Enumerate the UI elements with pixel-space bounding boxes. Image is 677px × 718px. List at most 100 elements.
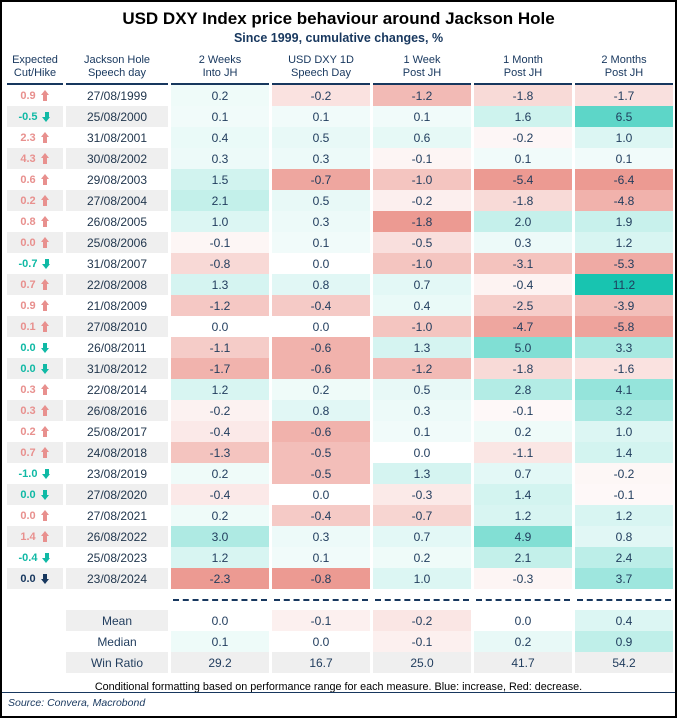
speech-date-cell: 31/08/2012 xyxy=(66,358,168,379)
expected-cut-hike-cell: 0.3 xyxy=(7,379,63,400)
dashed-separator xyxy=(171,589,269,610)
speech-date-cell: 23/08/2024 xyxy=(66,568,168,589)
value-cell: -1.8 xyxy=(474,190,572,211)
expected-cut-hike-cell: 1.4 xyxy=(7,526,63,547)
value-cell: -0.2 xyxy=(373,190,471,211)
expected-value: 0.0 xyxy=(20,236,36,249)
value-cell: -1.0 xyxy=(373,316,471,337)
expected-cut-hike-cell: 0.0 xyxy=(7,484,63,505)
expected-cut-hike-cell: 0.9 xyxy=(7,85,63,106)
value-cell: 0.4 xyxy=(373,295,471,316)
dashed-separator xyxy=(575,589,673,610)
value-cell: -5.8 xyxy=(575,316,673,337)
dashed-line xyxy=(476,598,570,601)
value-cell: -0.1 xyxy=(474,400,572,421)
value-cell: -1.2 xyxy=(373,358,471,379)
summary-value-cell: -0.1 xyxy=(272,610,370,631)
column-header-line2: Post JH xyxy=(402,67,442,79)
value-cell: 1.2 xyxy=(474,505,572,526)
expected-value: 0.0 xyxy=(20,572,36,585)
value-cell: 2.1 xyxy=(171,190,269,211)
arrow-down-icon xyxy=(40,573,50,584)
value-cell: 1.6 xyxy=(474,106,572,127)
expected-cut-hike-cell: -0.7 xyxy=(7,253,63,274)
value-cell: 0.7 xyxy=(373,526,471,547)
column-header-6: 1 Month Post JH xyxy=(474,49,572,85)
arrow-down-icon xyxy=(42,111,51,122)
expected-value: -0.5 xyxy=(18,110,38,123)
value-cell: 6.5 xyxy=(575,106,673,127)
value-cell: 0.3 xyxy=(272,148,370,169)
dashed-separator xyxy=(474,589,572,610)
summary-value-cell: 0.9 xyxy=(575,631,673,652)
expected-value: -1.0 xyxy=(18,467,38,480)
value-cell: 0.1 xyxy=(171,106,269,127)
value-cell: 0.1 xyxy=(373,106,471,127)
dashed-line xyxy=(577,598,671,601)
arrow-up-icon xyxy=(40,300,50,311)
value-cell: -1.7 xyxy=(575,85,673,106)
value-cell: -0.6 xyxy=(272,337,370,358)
value-cell: 0.8 xyxy=(272,274,370,295)
column-header-1: Expected Cut/Hike xyxy=(7,49,63,85)
arrow-down-icon xyxy=(42,258,51,269)
speech-date-cell: 24/08/2018 xyxy=(66,442,168,463)
value-cell: -0.5 xyxy=(272,442,370,463)
value-cell: 1.2 xyxy=(575,232,673,253)
value-cell: -0.2 xyxy=(171,400,269,421)
speech-date-cell: 23/08/2019 xyxy=(86,466,148,481)
summary-value-cell: 54.2 xyxy=(575,652,673,673)
value-cell: -0.4 xyxy=(272,505,370,526)
value-cell: -0.1 xyxy=(575,484,673,505)
speech-date-cell: 31/08/2001 xyxy=(86,130,148,145)
value-cell: 0.2 xyxy=(373,547,471,568)
expected-value: 0.6 xyxy=(20,173,36,186)
page-title: USD DXY Index price behaviour around Jac… xyxy=(122,9,555,28)
expected-value: 0.0 xyxy=(20,341,36,354)
expected-value: 0.9 xyxy=(20,89,36,102)
expected-value: -0.7 xyxy=(18,257,38,270)
value-cell: 0.1 xyxy=(373,421,471,442)
dashed-line xyxy=(173,598,267,601)
value-cell: -2.5 xyxy=(474,295,572,316)
value-cell: -0.4 xyxy=(272,295,370,316)
value-cell: 0.2 xyxy=(272,379,370,400)
dashed-line xyxy=(274,598,368,601)
expected-value: 0.7 xyxy=(20,446,36,459)
value-cell: 0.4 xyxy=(171,127,269,148)
value-cell: 0.2 xyxy=(171,463,269,484)
value-cell: -0.6 xyxy=(272,421,370,442)
column-header-3: 2 Weeks Into JH xyxy=(171,49,269,85)
expected-cut-hike-cell: 0.9 xyxy=(7,295,63,316)
column-header-5: 1 Week Post JH xyxy=(373,49,471,85)
summary-value-cell: 41.7 xyxy=(474,652,572,673)
expected-cut-hike-cell: 0.8 xyxy=(7,211,63,232)
column-header-line2: Speech day xyxy=(87,67,147,79)
value-cell: 0.2 xyxy=(474,421,572,442)
expected-value: 0.2 xyxy=(20,425,36,438)
value-cell: 1.2 xyxy=(575,505,673,526)
value-cell: -0.1 xyxy=(373,148,471,169)
expected-cut-hike-cell: 0.6 xyxy=(7,169,63,190)
expected-cut-hike-cell: 0.2 xyxy=(7,190,63,211)
expected-value: 0.1 xyxy=(20,320,36,333)
column-header-line2: Cut/Hike xyxy=(13,67,57,79)
column-header-line2: Post JH xyxy=(604,67,644,79)
summary-value-cell: 0.0 xyxy=(474,610,572,631)
expected-value: 0.0 xyxy=(20,488,36,501)
value-cell: 0.5 xyxy=(272,190,370,211)
speech-date-cell: 27/08/2020 xyxy=(66,484,168,505)
speech-date-cell: 26/08/2022 xyxy=(66,526,168,547)
arrow-up-icon xyxy=(40,237,50,248)
table-grid: Expected Cut/Hike Jackson Hole Speech day 2 … xyxy=(2,49,675,673)
speech-date-cell: 26/08/2011 xyxy=(87,340,147,355)
value-cell: 0.2 xyxy=(171,85,269,106)
dashed-separator xyxy=(373,589,471,610)
value-cell: 0.5 xyxy=(373,379,471,400)
arrow-up-icon xyxy=(40,531,50,542)
value-cell: 4.9 xyxy=(474,526,572,547)
value-cell: 1.0 xyxy=(575,421,673,442)
speech-date-cell: 31/08/2007 xyxy=(86,256,148,271)
arrow-up-icon xyxy=(40,510,50,521)
arrow-up-icon xyxy=(40,279,50,290)
